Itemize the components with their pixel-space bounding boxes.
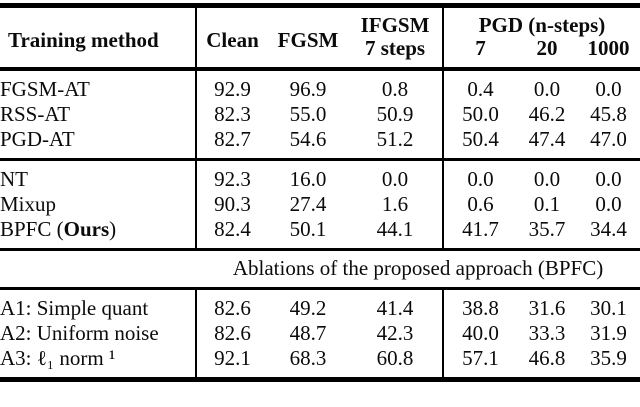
- value-cell: 92.9: [195, 69, 268, 102]
- value-cell: 0.0: [533, 77, 561, 101]
- value-cell: 33.3: [528, 321, 566, 345]
- value-cell: 92.3: [195, 159, 268, 192]
- header-fgsm: FGSM: [277, 28, 339, 52]
- table-row: RSS-AT 82.3 55.0 50.9 50.0 46.2 45.8: [0, 102, 640, 127]
- header-pgd-1000: 1000: [587, 36, 630, 60]
- value-cell: 0.0: [595, 192, 622, 216]
- table-row: A2: Uniform noise 82.6 48.7 42.3 40.0 33.3 31.…: [0, 321, 640, 346]
- header-row-1: Training method Clean FGSM IFGSM PGD (n-…: [0, 5, 640, 69]
- row-label-part: BPFC (: [0, 217, 64, 241]
- value-cell: 48.7: [289, 321, 327, 345]
- value-cell: 0.4: [442, 69, 517, 102]
- value-cell: 82.7: [195, 127, 268, 160]
- value-cell: 50.4: [442, 127, 517, 160]
- ablation-heading-section: Ablations of the proposed approach (BPFC…: [0, 249, 640, 289]
- empty-cell: [0, 250, 196, 289]
- value-cell: 82.6: [195, 321, 268, 346]
- header-pgd-group: PGD (n-steps): [441, 5, 640, 37]
- value-cell: 82.6: [195, 288, 268, 321]
- section-normal-training-and-ours: NT 92.3 16.0 0.0 0.0 0.0 0.0 Mixup 90.3 27.4 1.6 0.…: [0, 159, 640, 250]
- value-cell: 34.4: [590, 217, 627, 241]
- ablation-heading-row: Ablations of the proposed approach (BPFC…: [0, 250, 640, 289]
- value-cell: 90.3: [195, 192, 268, 217]
- table-row: A3: ℓ₁ norm ¹ 92.1 68.3 60.8 57.1 46.8 35.9: [0, 346, 640, 380]
- value-cell: 31.6: [528, 296, 566, 320]
- section-adversarial-training: FGSM-AT 92.9 96.9 0.8 0.4 0.0 0.0 RSS-AT 82.3 55.…: [0, 69, 640, 160]
- value-cell: 44.1: [376, 217, 414, 241]
- value-cell: 42.3: [376, 321, 414, 345]
- results-table: Training method Clean FGSM IFGSM PGD (n-…: [0, 3, 640, 382]
- value-cell: 41.7: [442, 217, 517, 250]
- value-cell: 68.3: [289, 346, 327, 370]
- row-label: Mixup: [0, 192, 57, 216]
- value-cell: 38.8: [442, 288, 517, 321]
- row-label: A1: Simple quant: [0, 296, 149, 320]
- row-label-part: ): [109, 217, 117, 241]
- value-cell: 46.2: [528, 102, 566, 126]
- value-cell: 82.4: [195, 217, 268, 250]
- value-cell: 31.9: [590, 321, 627, 345]
- header-pgd-7: 7: [442, 37, 517, 69]
- header-clean: Clean: [195, 5, 268, 69]
- value-cell: 27.4: [289, 192, 327, 216]
- value-cell: 96.9: [289, 77, 327, 101]
- value-cell: 55.0: [289, 102, 327, 126]
- header-ifgsm-line1: IFGSM: [360, 13, 430, 37]
- value-cell: 49.2: [289, 296, 327, 320]
- value-cell: 16.0: [289, 167, 327, 191]
- table-header: Training method Clean FGSM IFGSM PGD (n-…: [0, 5, 640, 69]
- header-ifgsm-line2: 7 steps: [364, 36, 426, 60]
- value-cell: 0.0: [533, 167, 561, 191]
- value-cell: 0.0: [442, 159, 517, 192]
- value-cell: 54.6: [289, 127, 327, 151]
- value-cell: 0.8: [381, 77, 409, 101]
- value-cell: 51.2: [376, 127, 414, 151]
- ablation-heading: Ablations of the proposed approach (BPFC…: [232, 256, 604, 280]
- header-training-method: Training method: [8, 28, 159, 52]
- table-row: A1: Simple quant 82.6 49.2 41.4 38.8 31.6 30.1: [0, 288, 640, 321]
- value-cell: 35.9: [590, 346, 627, 370]
- value-cell: 92.1: [195, 346, 268, 380]
- value-cell: 1.6: [381, 192, 409, 216]
- header-pgd-20: 20: [536, 36, 558, 60]
- header-row-2: 7 steps 7 20 1000: [0, 37, 640, 69]
- row-label-bold-part: Ours: [63, 217, 110, 241]
- value-cell: 45.8: [590, 102, 627, 126]
- row-label: FGSM-AT: [0, 77, 90, 101]
- row-label: BPFC (Ours): [0, 217, 196, 250]
- row-label: A2: Uniform noise: [0, 321, 159, 345]
- value-cell: 40.0: [442, 321, 517, 346]
- value-cell: 50.9: [376, 102, 414, 126]
- value-cell: 47.4: [528, 127, 566, 151]
- table-row: NT 92.3 16.0 0.0 0.0 0.0 0.0: [0, 159, 640, 192]
- value-cell: 0.6: [442, 192, 517, 217]
- value-cell: 46.8: [528, 346, 566, 370]
- value-cell: 47.0: [590, 127, 627, 151]
- value-cell: 0.1: [533, 192, 561, 216]
- value-cell: 82.3: [195, 102, 268, 127]
- value-cell: 0.0: [595, 167, 622, 191]
- value-cell: 30.1: [590, 296, 627, 320]
- table-row: BPFC (Ours) 82.4 50.1 44.1 41.7 35.7 34.4: [0, 217, 640, 250]
- table-row: Mixup 90.3 27.4 1.6 0.6 0.1 0.0: [0, 192, 640, 217]
- value-cell: 57.1: [442, 346, 517, 380]
- row-label: PGD-AT: [0, 127, 75, 151]
- value-cell: 41.4: [376, 296, 414, 320]
- value-cell: 50.0: [442, 102, 517, 127]
- row-label: A3: ℓ₁ norm ¹: [0, 346, 116, 370]
- value-cell: 60.8: [376, 346, 414, 370]
- row-label: RSS-AT: [0, 102, 71, 126]
- value-cell: 0.0: [595, 77, 622, 101]
- row-label: NT: [0, 167, 28, 191]
- value-cell: 0.0: [381, 167, 409, 191]
- table-row: PGD-AT 82.7 54.6 51.2 50.4 47.4 47.0: [0, 127, 640, 160]
- value-cell: 35.7: [528, 217, 566, 241]
- value-cell: 50.1: [289, 217, 327, 241]
- table-row: FGSM-AT 92.9 96.9 0.8 0.4 0.0 0.0: [0, 69, 640, 102]
- section-ablations: A1: Simple quant 82.6 49.2 41.4 38.8 31.6 30.1…: [0, 288, 640, 380]
